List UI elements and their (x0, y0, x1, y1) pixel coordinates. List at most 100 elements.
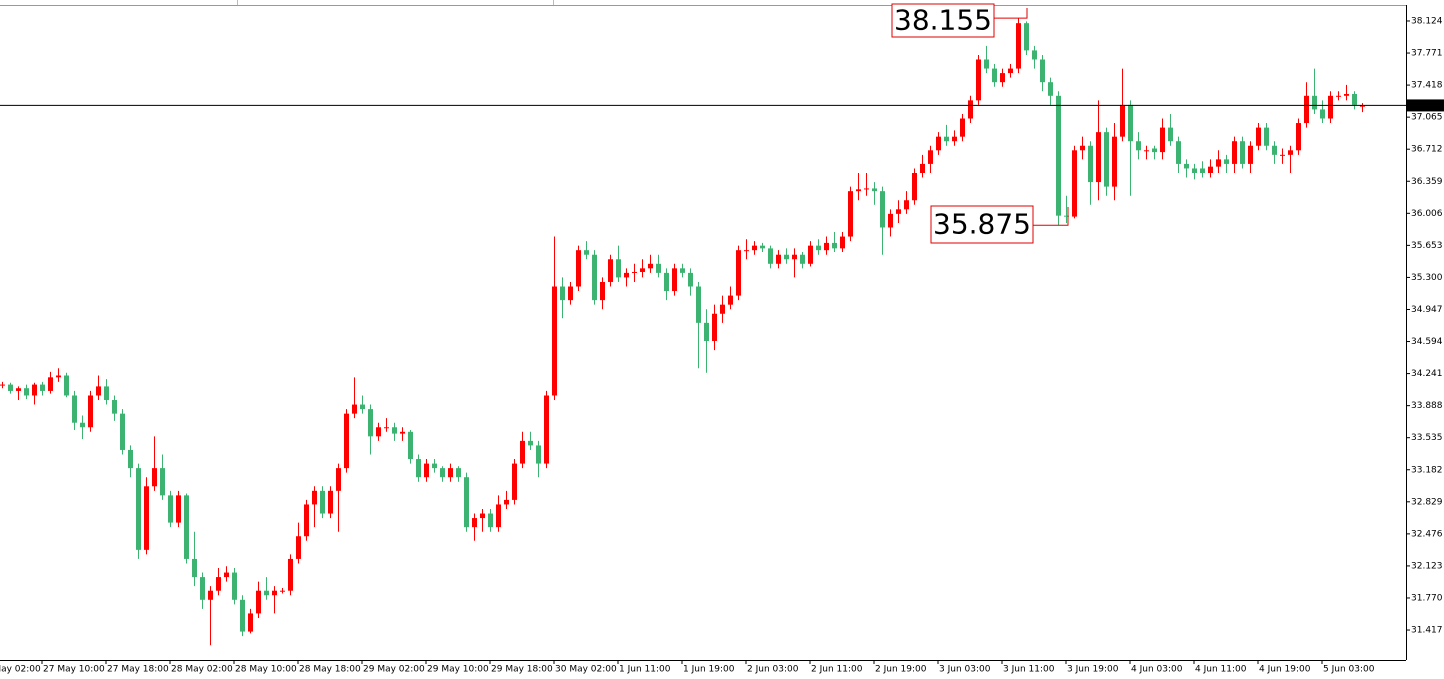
candle-body (40, 384, 45, 391)
x-tick-label: 2 Jun 19:00 (875, 665, 927, 675)
candle-body (616, 259, 621, 278)
candle-body (1048, 82, 1053, 96)
candle-body (784, 254, 789, 260)
candle-body (576, 250, 581, 287)
y-tick-label: 31.417 (1411, 626, 1443, 636)
candle-body (320, 490, 325, 514)
candle-body (264, 590, 269, 596)
candle-body (968, 100, 973, 119)
y-tick-label: 34.947 (1411, 305, 1443, 315)
candle-body (424, 463, 429, 478)
last-price-label: 37.194 (1410, 101, 1442, 111)
candle-body (1072, 150, 1077, 217)
annotation-box (891, 3, 995, 38)
candle-body (568, 286, 573, 301)
x-tick-label: 28 May 10:00 (235, 665, 297, 675)
x-tick-label: 4 Jun 19:00 (1259, 665, 1311, 675)
candle-body (328, 490, 333, 514)
candle-body (400, 431, 405, 434)
candle-body (456, 468, 461, 478)
candle-body (1096, 132, 1101, 183)
candle-body (1160, 127, 1165, 153)
candle-body (800, 254, 805, 264)
candle-body (1176, 141, 1181, 164)
candle-body (736, 250, 741, 296)
candle-body (16, 388, 21, 391)
candle-body (1360, 105, 1365, 107)
annotation-connector (1033, 207, 1069, 226)
candle-body (960, 118, 965, 137)
candle-body (1288, 150, 1293, 155)
candle-body (880, 191, 885, 228)
candle-body (816, 245, 821, 251)
candle-body (8, 384, 13, 391)
candle-body (952, 136, 957, 142)
candle-body (1328, 95, 1333, 119)
x-tick-label: 5 Jun 03:00 (1323, 665, 1375, 675)
candle-body (824, 242, 829, 251)
candle-body (520, 440, 525, 464)
x-tick-label: 4 Jun 03:00 (1131, 665, 1183, 675)
candle-body (184, 495, 189, 559)
candle-body (680, 268, 685, 273)
x-tick-label: 4 Jun 11:00 (1195, 665, 1247, 675)
candle-body (720, 304, 725, 314)
candle-body (344, 413, 349, 469)
candle-body (32, 384, 37, 396)
candle-body (536, 445, 541, 464)
candle-body (936, 136, 941, 151)
candle-body (152, 468, 157, 487)
candle-body (448, 468, 453, 478)
candle-body (1184, 163, 1189, 169)
y-tick-label: 32.123 (1411, 561, 1443, 571)
candle-body (1064, 215, 1069, 217)
x-tick-label: 29 May 18:00 (491, 665, 553, 675)
x-tick-label: 2 Jun 11:00 (811, 665, 863, 675)
x-tick-label: 3 Jun 03:00 (939, 665, 991, 675)
candle-body (48, 377, 53, 391)
candle-body (88, 395, 93, 428)
candle-body (360, 404, 365, 410)
candle-body (648, 263, 653, 269)
x-tick-label: 3 Jun 11:00 (1003, 665, 1055, 675)
y-tick-label: 33.888 (1411, 401, 1443, 411)
candle-body (1056, 95, 1061, 216)
x-tick-label: 28 May 02:00 (171, 665, 233, 675)
candle-body (1192, 168, 1197, 173)
candle-body (496, 504, 501, 528)
candle-body (1144, 150, 1149, 152)
y-tick-label: 35.653 (1411, 241, 1443, 251)
x-tick-label: 30 May 02:00 (555, 665, 617, 675)
candle-body (1240, 141, 1245, 164)
candle-body (168, 495, 173, 523)
candle-body (1280, 154, 1285, 156)
candle-body (416, 459, 421, 478)
candle-body (848, 191, 853, 237)
candle-body (1344, 93, 1349, 96)
candle-body (1104, 132, 1109, 187)
candle-body (208, 590, 213, 600)
candle-body (1256, 127, 1261, 146)
candle-body (216, 577, 221, 591)
candle-body (704, 322, 709, 341)
y-tick-label: 37.418 (1411, 81, 1443, 91)
candle-body (128, 449, 133, 469)
candle-body (544, 395, 549, 464)
candle-body (560, 286, 565, 301)
candle-body (1120, 104, 1125, 137)
candle-body (776, 254, 781, 264)
candle-body (176, 495, 181, 523)
candle-body (280, 590, 285, 592)
candle-body (832, 242, 837, 249)
candle-body (1296, 123, 1301, 151)
candle-body (744, 250, 749, 252)
candle-body (1200, 168, 1205, 173)
candle-body (72, 395, 77, 423)
candle-body (504, 499, 509, 505)
candle-body (1232, 141, 1237, 164)
candle-body (856, 189, 861, 192)
candle-body (1000, 73, 1005, 83)
y-tick-label: 33.182 (1411, 465, 1443, 475)
y-tick-label: 32.829 (1411, 497, 1443, 507)
x-tick-label: 3 Jun 19:00 (1067, 665, 1119, 675)
